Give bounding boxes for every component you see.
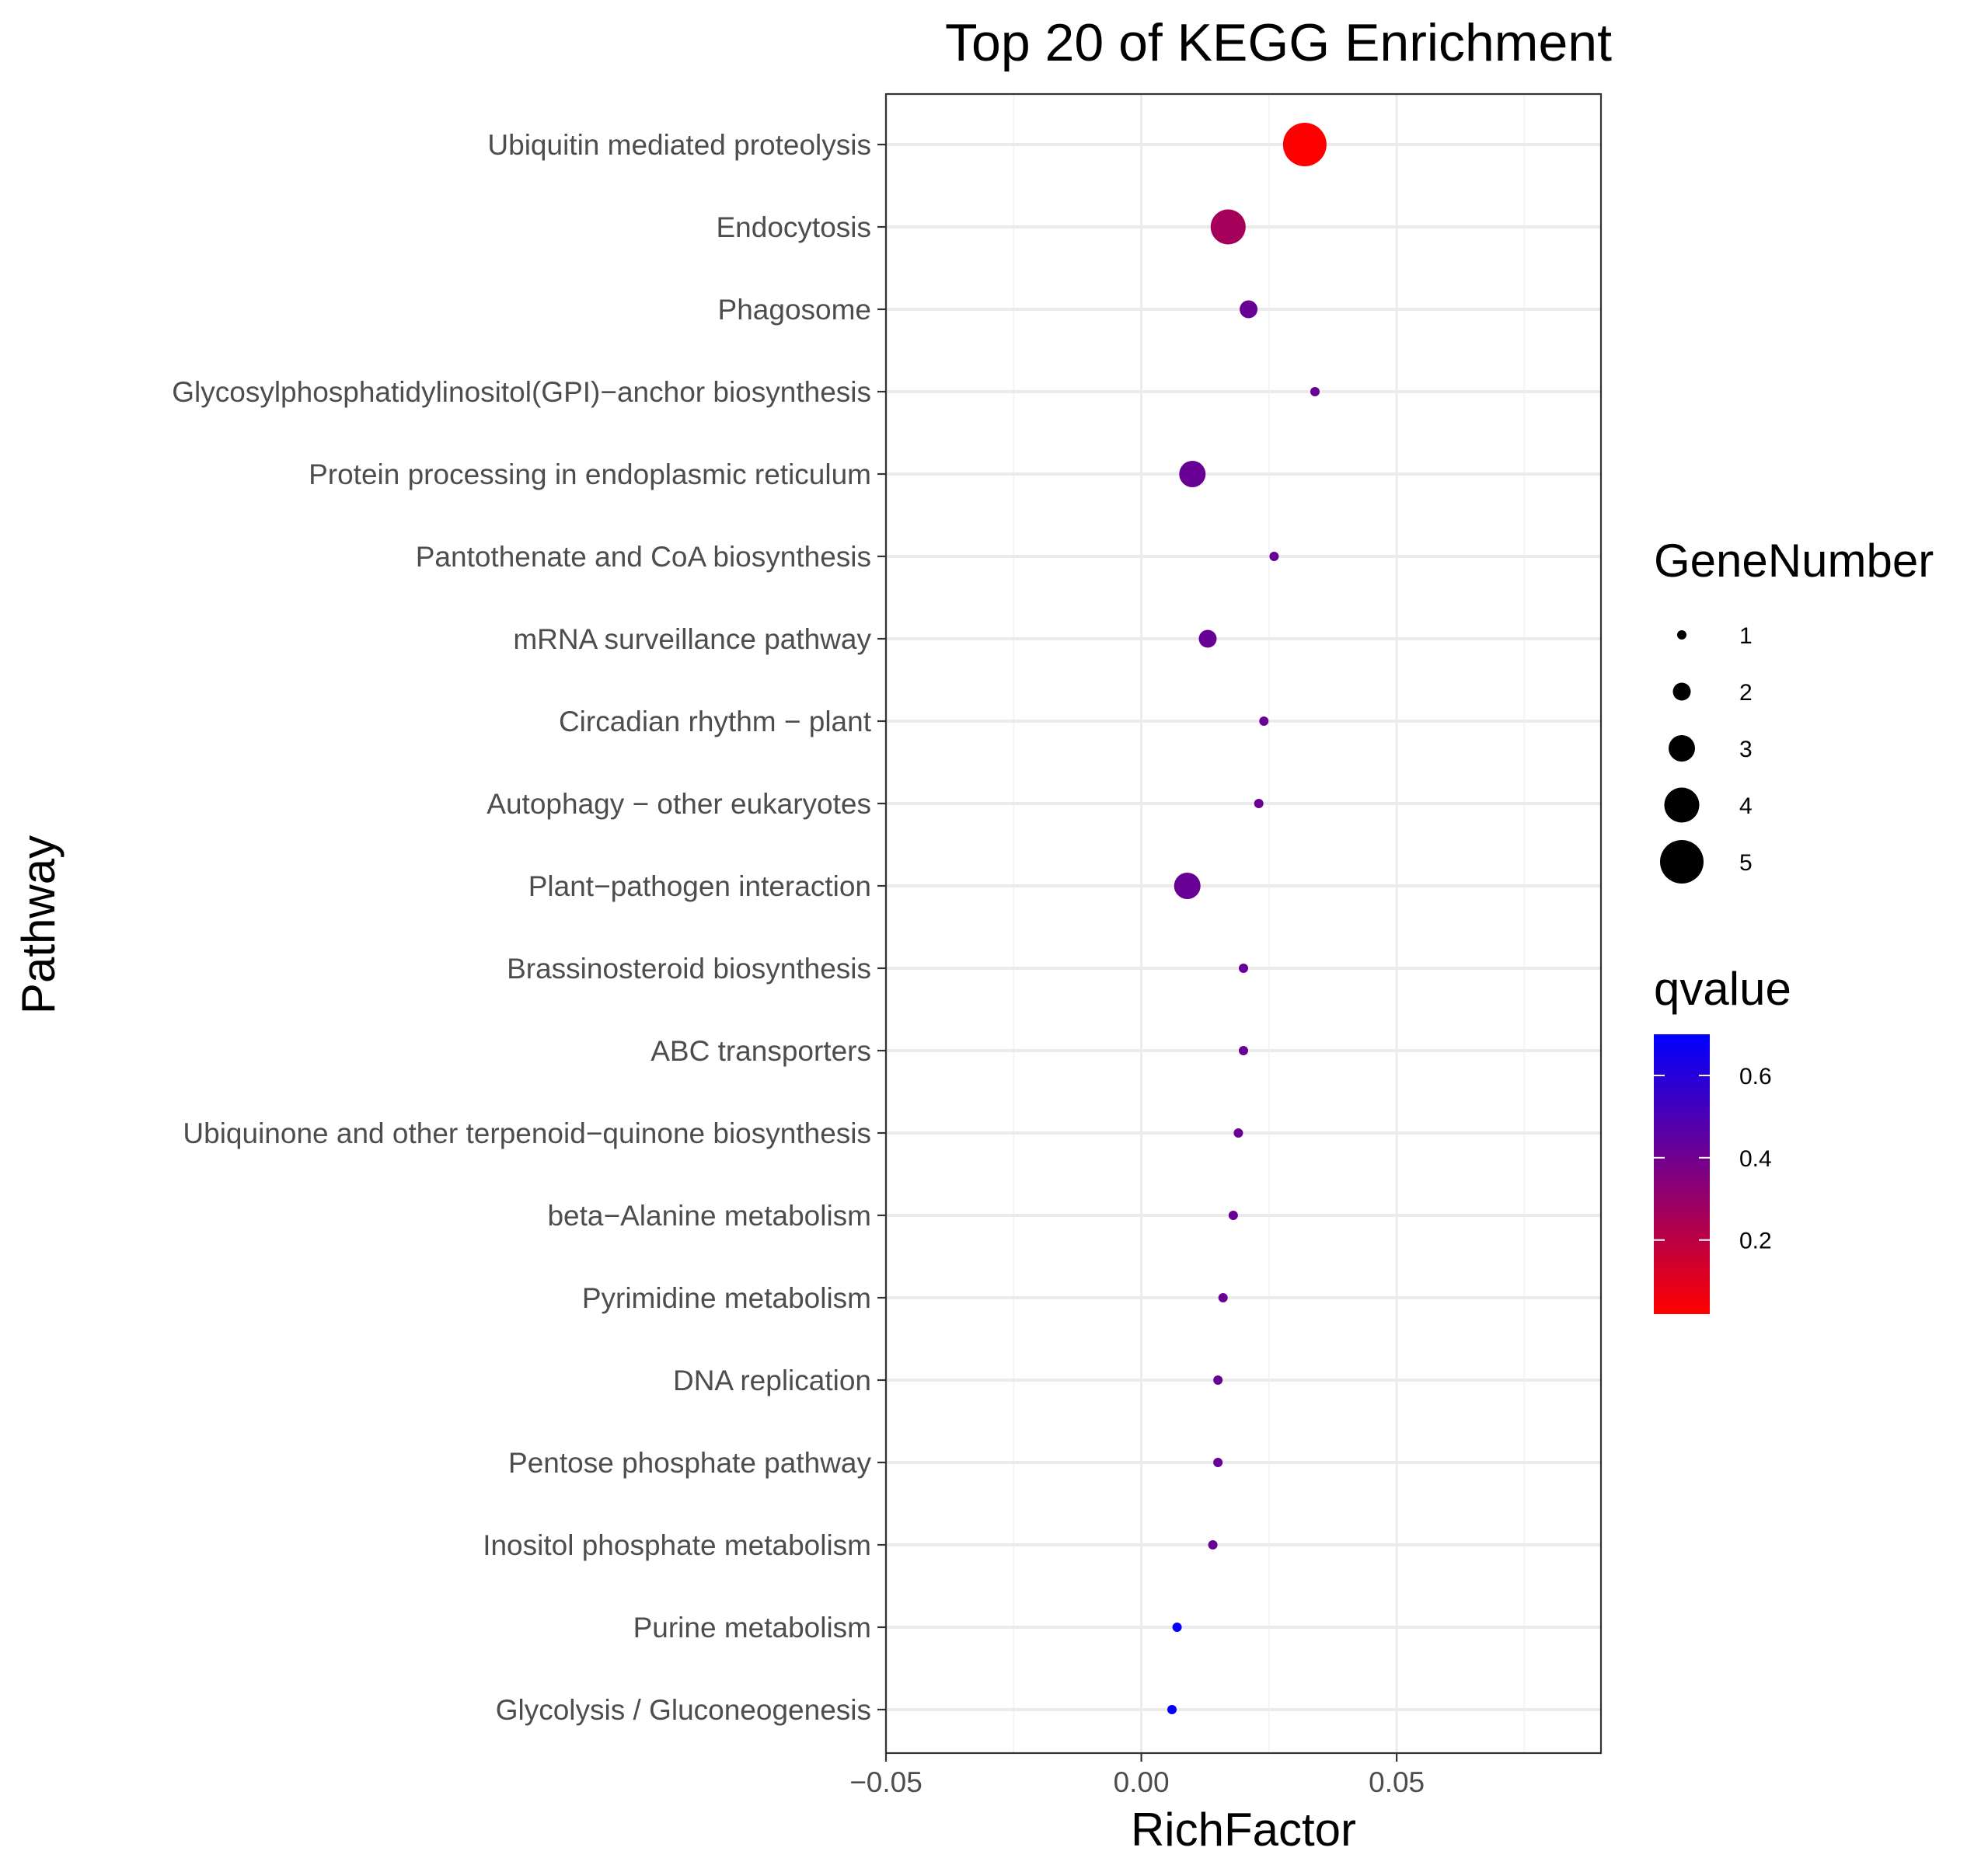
data-points: [1167, 123, 1327, 1714]
size-legend-key: [1664, 787, 1700, 823]
data-point: [1239, 964, 1248, 973]
x-axis-title: RichFactor: [1131, 1804, 1356, 1856]
y-tick-label: Phagosome: [718, 294, 871, 326]
data-point: [1259, 716, 1269, 726]
y-tick-label: Ubiquinone and other terpenoid−quinone b…: [183, 1117, 871, 1149]
data-point: [1239, 1046, 1248, 1055]
y-tick-label: Purine metabolism: [633, 1612, 871, 1644]
x-tick-label: −0.05: [849, 1766, 923, 1798]
y-tick-label: ABC transporters: [650, 1035, 871, 1067]
size-legend-label: 4: [1739, 793, 1753, 819]
data-point: [1172, 1623, 1182, 1632]
y-tick-label: Protein processing in endoplasmic reticu…: [309, 458, 871, 490]
y-tick-label: Autophagy − other eukaryotes: [487, 788, 871, 820]
size-legend-label: 5: [1739, 850, 1753, 876]
x-axis-ticks: −0.05 0.00 0.05: [849, 1753, 1425, 1798]
data-point: [1174, 873, 1201, 899]
size-legend-key: [1677, 630, 1686, 640]
y-axis-title: Pathway: [12, 835, 65, 1014]
y-tick-label: Endocytosis: [717, 211, 872, 243]
data-point: [1179, 461, 1206, 487]
size-legend-label: 2: [1739, 680, 1753, 706]
y-tick-label: Glycolysis / Gluconeogenesis: [496, 1694, 871, 1726]
data-point: [1198, 629, 1217, 648]
data-point: [1208, 1540, 1218, 1550]
size-legend-title: GeneNumber: [1654, 535, 1934, 587]
data-point: [1213, 1458, 1223, 1467]
size-legend-label: 1: [1739, 623, 1753, 649]
y-axis-ticks: Ubiquitin mediated proteolysis Endocytosi…: [172, 129, 886, 1726]
y-tick-label: Glycosylphosphatidylinositol(GPI)−anchor…: [172, 376, 871, 408]
x-tick-label: 0.00: [1114, 1766, 1170, 1798]
y-tick-label: Brassinosteroid biosynthesis: [507, 953, 871, 985]
chart-title: Top 20 of KEGG Enrichment: [945, 13, 1612, 72]
data-point: [1213, 1375, 1223, 1385]
y-tick-label: Pyrimidine metabolism: [582, 1282, 871, 1314]
size-legend-label: 3: [1739, 737, 1753, 762]
size-legend: 1 2 3 4 5: [1660, 623, 1753, 884]
y-tick-label: Inositol phosphate metabolism: [483, 1529, 871, 1561]
plot-panel-border: [884, 92, 1603, 1755]
data-point: [1218, 1293, 1228, 1302]
color-legend-bar: [1654, 1034, 1710, 1314]
y-tick-label: Pentose phosphate pathway: [508, 1447, 871, 1479]
data-point: [1240, 300, 1258, 319]
y-tick-label: mRNA surveillance pathway: [513, 623, 871, 655]
data-point: [1167, 1705, 1177, 1714]
y-tick-label: DNA replication: [673, 1365, 871, 1396]
color-legend-label: 0.6: [1739, 1064, 1772, 1089]
size-legend-key: [1669, 735, 1695, 762]
data-point: [1269, 552, 1279, 561]
size-legend-key: [1672, 682, 1691, 701]
color-legend-label: 0.4: [1739, 1146, 1772, 1172]
y-tick-label: beta−Alanine metabolism: [547, 1200, 871, 1232]
y-tick-label: Plant−pathogen interaction: [528, 870, 871, 902]
data-point: [1210, 209, 1246, 245]
y-tick-label: Pantothenate and CoA biosynthesis: [416, 541, 871, 573]
data-point: [1282, 123, 1327, 166]
grid-lines: [884, 94, 1601, 1753]
data-point: [1310, 387, 1320, 396]
plot-panel: [886, 94, 1601, 1753]
color-legend-label: 0.2: [1739, 1229, 1772, 1254]
color-legend-ticks: 0.2 0.4 0.6: [1654, 1064, 1772, 1254]
x-tick-label: 0.05: [1369, 1766, 1425, 1798]
color-legend-title: qvalue: [1654, 963, 1791, 1015]
y-tick-label: Circadian rhythm − plant: [559, 706, 872, 737]
data-point: [1254, 799, 1264, 808]
data-point: [1233, 1128, 1243, 1138]
data-point: [1228, 1211, 1238, 1220]
size-legend-key: [1660, 840, 1704, 884]
y-tick-label: Ubiquitin mediated proteolysis: [487, 129, 871, 161]
